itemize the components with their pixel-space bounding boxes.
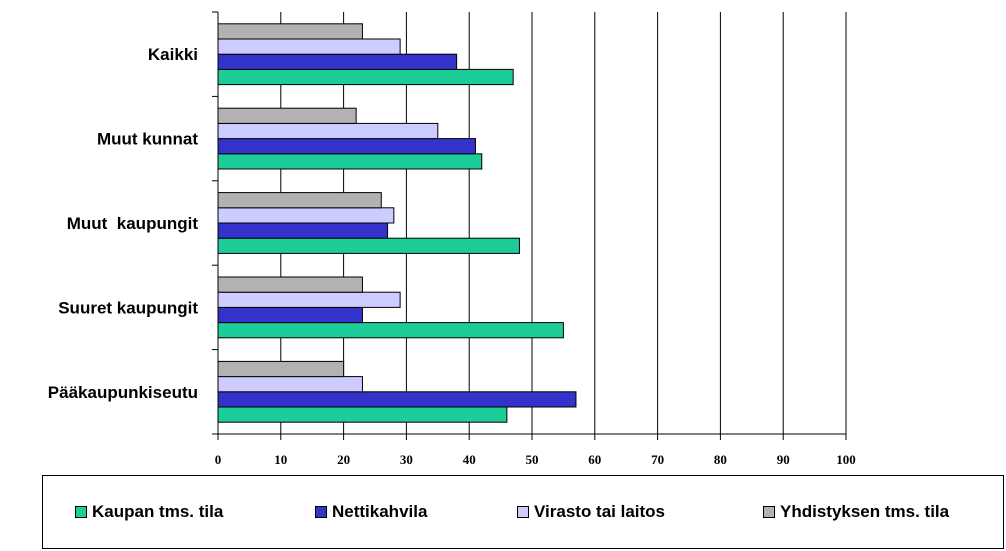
bars <box>217 23 577 423</box>
x-tick-label: 50 <box>526 452 539 467</box>
bar <box>217 222 389 239</box>
x-tick-label: 90 <box>777 452 790 467</box>
bar <box>217 153 483 170</box>
legend-label: Virasto tai laitos <box>534 502 666 521</box>
category-label: Kaikki <box>148 45 198 64</box>
legend-label: Yhdistyksen tms. tila <box>780 502 950 521</box>
category-label: Suuret kaupungit <box>58 298 198 317</box>
legend-swatch <box>75 506 87 518</box>
legend-swatch <box>763 506 775 518</box>
bar <box>217 391 577 408</box>
x-tick-label: 30 <box>400 452 413 467</box>
bar <box>217 38 401 55</box>
bar <box>217 276 363 293</box>
x-tick-label: 80 <box>714 452 727 467</box>
x-tick-label: 40 <box>463 452 476 467</box>
legend: Kaupan tms. tila Nettikahvila Virasto tai … <box>42 475 1004 549</box>
bar <box>217 53 458 70</box>
bar <box>217 107 357 124</box>
bar <box>217 192 382 209</box>
category-label: Muut kaupungit <box>67 214 199 233</box>
category-label: Pääkaupunkiseutu <box>48 383 198 402</box>
legend-item: Nettikahvila <box>315 502 427 522</box>
bar-chart: Pääkaupunkiseutu Suuret kaupungit Muut kau… <box>48 11 856 467</box>
bar <box>217 360 345 378</box>
bar <box>217 68 514 86</box>
legend-swatch <box>517 506 529 518</box>
bar <box>217 23 363 40</box>
x-tick-label: 60 <box>588 452 601 467</box>
bar <box>217 376 363 393</box>
legend-swatch <box>315 506 327 518</box>
bar <box>217 306 363 324</box>
legend-item: Virasto tai laitos <box>517 502 665 522</box>
legend-label: Nettikahvila <box>332 502 428 521</box>
x-tick-labels: 0 10 20 30 40 50 60 70 80 90 100 <box>215 452 856 467</box>
x-tick-label: 70 <box>651 452 664 467</box>
bar <box>217 138 476 155</box>
legend-label: Kaupan tms. tila <box>92 502 224 521</box>
x-tick-label: 100 <box>836 452 856 467</box>
x-tick-label: 10 <box>274 452 287 467</box>
axes <box>212 11 847 440</box>
x-tick-label: 0 <box>215 452 222 467</box>
bar <box>217 406 508 423</box>
legend-item: Yhdistyksen tms. tila <box>763 502 949 522</box>
category-labels: Pääkaupunkiseutu Suuret kaupungit Muut kau… <box>48 45 199 402</box>
x-tick-label: 20 <box>337 452 350 467</box>
bar <box>217 291 401 308</box>
category-label: Muut kunnat <box>97 130 198 149</box>
bar <box>217 237 520 254</box>
bar <box>217 322 564 339</box>
bar <box>217 122 439 140</box>
legend-item: Kaupan tms. tila <box>75 502 223 522</box>
bar <box>217 207 395 224</box>
